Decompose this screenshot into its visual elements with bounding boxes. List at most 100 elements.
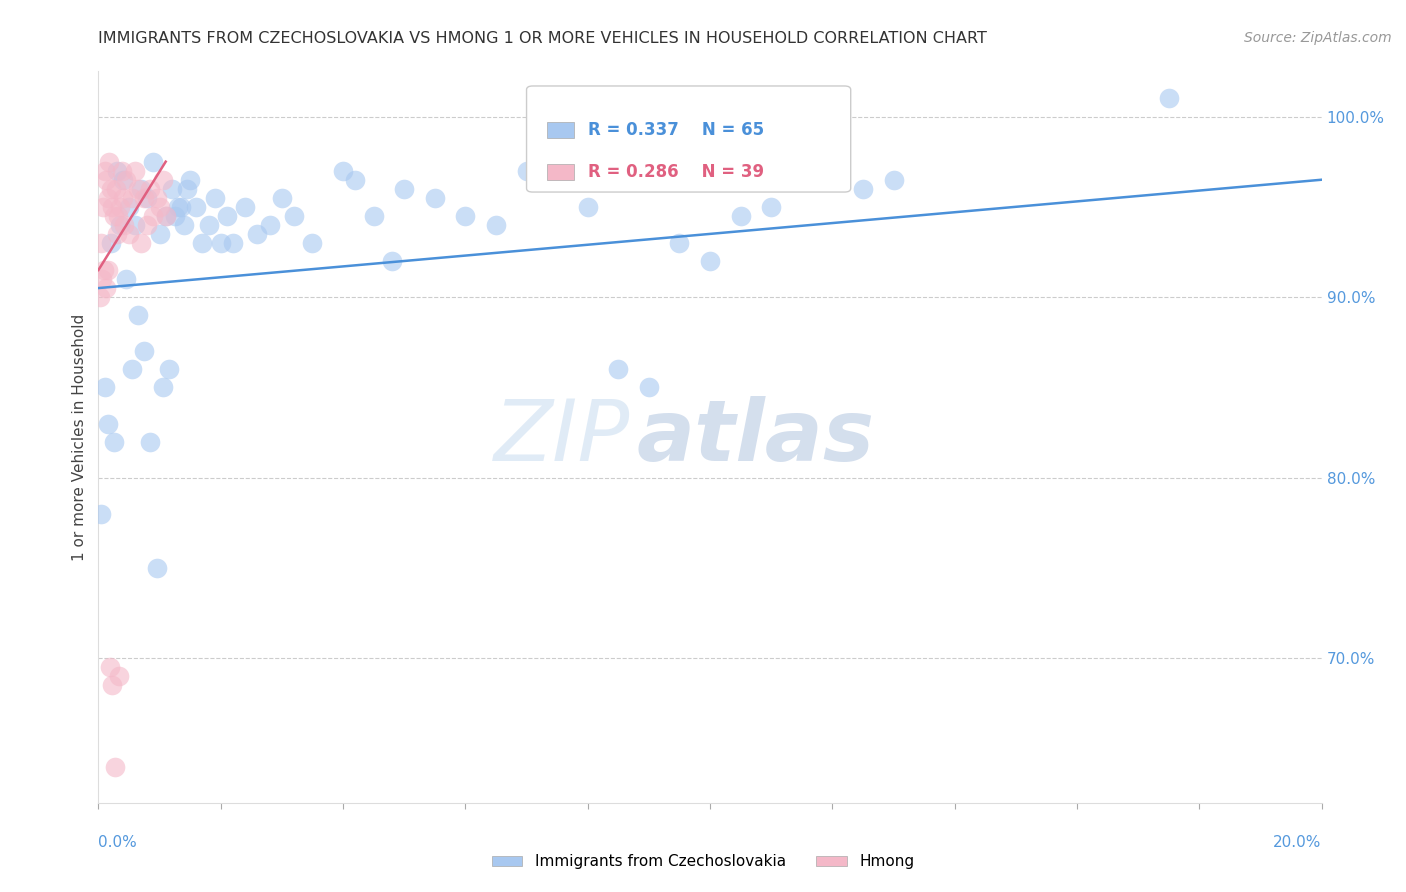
Point — [97, 191, 120, 205]
Point — [423, 191, 446, 205]
Point — [270, 191, 294, 205]
Point — [485, 218, 508, 232]
Point — [821, 163, 844, 178]
Point — [233, 200, 256, 214]
Point — [108, 218, 131, 232]
Text: Source: ZipAtlas.com: Source: ZipAtlas.com — [1244, 31, 1392, 45]
Point — [142, 154, 165, 169]
Text: R = 0.286    N = 39: R = 0.286 N = 39 — [588, 163, 763, 181]
Point — [160, 182, 183, 196]
Point — [103, 434, 125, 449]
Point — [381, 254, 404, 268]
Point — [209, 235, 232, 250]
Point — [790, 172, 813, 186]
Point — [546, 172, 568, 186]
Point — [96, 281, 118, 295]
Point — [97, 263, 120, 277]
Point — [105, 163, 128, 178]
Y-axis label: 1 or more Vehicles in Household: 1 or more Vehicles in Household — [72, 313, 87, 561]
Point — [127, 308, 149, 322]
Point — [139, 182, 162, 196]
Point — [170, 200, 193, 214]
Point — [344, 172, 367, 186]
Point — [167, 200, 190, 214]
Point — [332, 163, 354, 178]
Point — [105, 227, 128, 241]
Text: IMMIGRANTS FROM CZECHOSLOVAKIA VS HMONG 1 OR MORE VEHICLES IN HOUSEHOLD CORRELAT: IMMIGRANTS FROM CZECHOSLOVAKIA VS HMONG … — [98, 31, 987, 46]
Point — [124, 163, 146, 178]
Point — [115, 272, 138, 286]
Point — [101, 200, 124, 214]
Point — [111, 172, 134, 186]
Point — [179, 172, 201, 186]
Point — [176, 182, 198, 196]
Text: atlas: atlas — [637, 395, 875, 479]
Point — [101, 678, 124, 692]
Point — [107, 209, 129, 223]
Point — [111, 163, 134, 178]
Point — [91, 200, 114, 214]
Point — [90, 235, 112, 250]
Point — [259, 218, 281, 232]
Point — [454, 209, 477, 223]
Point — [129, 182, 152, 196]
Point — [157, 362, 180, 376]
Point — [145, 191, 167, 205]
Point — [98, 660, 121, 674]
Point — [127, 182, 149, 196]
Point — [516, 163, 538, 178]
Point — [149, 227, 172, 241]
Point — [142, 209, 165, 223]
Point — [283, 209, 305, 223]
Point — [90, 507, 112, 521]
Point — [97, 417, 120, 431]
Point — [883, 172, 905, 186]
Point — [699, 254, 721, 268]
Point — [100, 182, 122, 196]
Point — [121, 362, 143, 376]
Point — [163, 209, 186, 223]
Point — [121, 191, 143, 205]
Point — [668, 235, 690, 250]
Point — [104, 182, 127, 196]
Point — [91, 272, 114, 286]
Point — [730, 209, 752, 223]
Point — [89, 290, 111, 304]
Point — [104, 760, 127, 774]
Point — [118, 200, 141, 214]
Text: 0.0%: 0.0% — [98, 836, 138, 850]
Point — [93, 380, 115, 394]
Point — [118, 227, 141, 241]
Point — [638, 380, 661, 394]
Legend: Immigrants from Czechoslovakia, Hmong: Immigrants from Czechoslovakia, Hmong — [485, 848, 921, 875]
Point — [152, 172, 174, 186]
FancyBboxPatch shape — [547, 122, 574, 138]
Point — [93, 163, 115, 178]
Point — [852, 182, 875, 196]
Point — [215, 209, 238, 223]
Point — [204, 191, 226, 205]
Point — [246, 227, 269, 241]
Point — [173, 218, 195, 232]
Point — [93, 263, 115, 277]
Point — [197, 218, 219, 232]
Point — [108, 200, 131, 214]
Text: ZIP: ZIP — [495, 395, 630, 479]
Point — [98, 154, 121, 169]
Point — [136, 218, 159, 232]
Point — [124, 218, 146, 232]
Point — [115, 172, 138, 186]
Point — [139, 434, 162, 449]
Point — [112, 218, 135, 232]
Point — [111, 191, 134, 205]
Point — [149, 200, 172, 214]
Point — [129, 235, 152, 250]
Point — [134, 191, 156, 205]
FancyBboxPatch shape — [526, 86, 851, 192]
Point — [100, 235, 122, 250]
Point — [761, 200, 783, 214]
Point — [1157, 91, 1180, 105]
Point — [155, 209, 177, 223]
Point — [103, 209, 125, 223]
Point — [94, 172, 117, 186]
